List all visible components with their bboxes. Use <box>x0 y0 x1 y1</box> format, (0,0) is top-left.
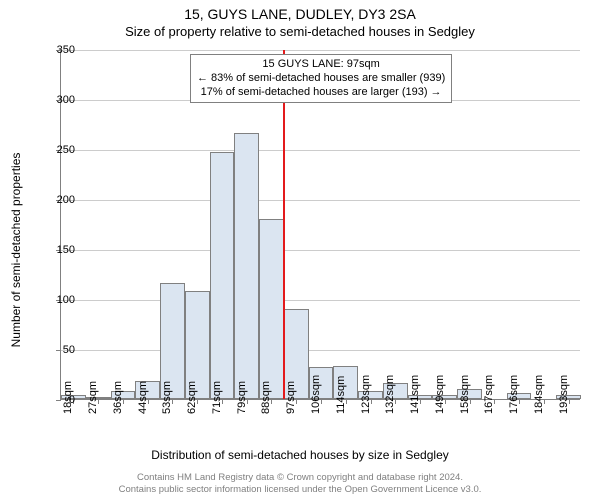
title-line-2: Size of property relative to semi-detach… <box>0 24 600 39</box>
histogram-bar <box>210 152 235 399</box>
y-tick-label: 50 <box>63 344 75 356</box>
gridline-h <box>61 300 580 301</box>
gridline-h <box>61 200 580 201</box>
y-tick-label: 350 <box>57 44 75 56</box>
histogram-bar <box>234 133 259 399</box>
x-axis-label: Distribution of semi-detached houses by … <box>0 448 600 462</box>
gridline-h <box>61 250 580 251</box>
gridline-h <box>61 50 580 51</box>
gridline-h <box>61 350 580 351</box>
annotation-box: 15 GUYS LANE: 97sqm ← 83% of semi-detache… <box>190 54 452 103</box>
annotation-line: 15 GUYS LANE: 97sqm <box>262 58 379 70</box>
y-tick-label: 250 <box>57 144 75 156</box>
title-line-1: 15, GUYS LANE, DUDLEY, DY3 2SA <box>0 6 600 22</box>
gridline-h <box>61 150 580 151</box>
y-tick-label: 300 <box>57 94 75 106</box>
y-tick-mark <box>56 400 61 401</box>
y-axis-label: Number of semi-detached properties <box>9 153 23 348</box>
chart-container: 15, GUYS LANE, DUDLEY, DY3 2SA Size of p… <box>0 0 600 500</box>
y-tick-mark <box>56 350 61 351</box>
y-tick-label: 150 <box>57 244 75 256</box>
footer-line-2: Contains public sector information licen… <box>119 484 482 495</box>
annotation-line: ← 83% of semi-detached houses are smalle… <box>197 72 445 84</box>
y-tick-label: 200 <box>57 194 75 206</box>
plot-area: 15 GUYS LANE: 97sqm ← 83% of semi-detache… <box>60 50 580 400</box>
y-tick-label: 100 <box>57 294 75 306</box>
footer-attribution: Contains HM Land Registry data © Crown c… <box>0 472 600 496</box>
annotation-line: 17% of semi-detached houses are larger (… <box>201 86 442 98</box>
footer-line-1: Contains HM Land Registry data © Crown c… <box>137 472 463 483</box>
histogram-bar <box>259 219 284 399</box>
